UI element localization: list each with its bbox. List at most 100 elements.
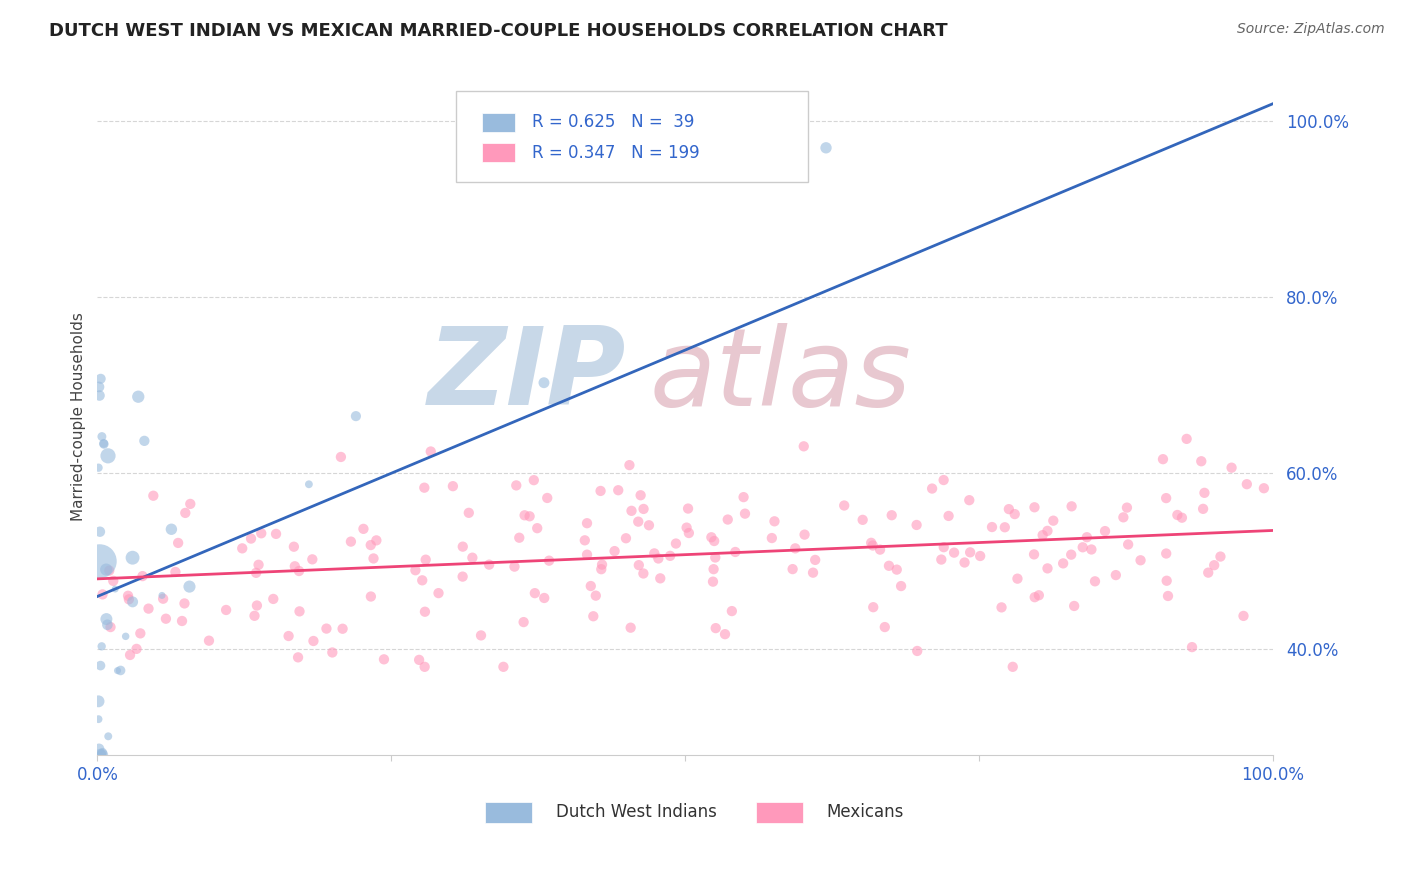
Point [298, 477, 321, 491]
Point [627, 515, 650, 529]
Point [647, 551, 669, 566]
Point [321, 645, 343, 659]
Point [90, 640, 112, 654]
Point [90, 372, 112, 386]
Point [582, 609, 605, 624]
Point [413, 660, 436, 674]
Point [704, 550, 727, 565]
Point [451, 569, 474, 583]
Point [880, 508, 903, 523]
Point [700, 530, 723, 544]
Point [1152, 452, 1174, 467]
Point [118, 648, 141, 662]
Point [761, 531, 783, 545]
Point [630, 488, 652, 502]
Point [620, 621, 643, 635]
Point [921, 482, 943, 496]
Point [457, 506, 479, 520]
Point [1036, 561, 1059, 575]
Point [1129, 553, 1152, 567]
Point [703, 562, 725, 576]
Point [704, 621, 727, 635]
Point [103, 574, 125, 588]
Point [413, 481, 436, 495]
Point [523, 473, 546, 487]
Point [1052, 557, 1074, 571]
Point [152, 591, 174, 606]
Point [165, 565, 187, 579]
Point [536, 491, 558, 505]
Point [150, 589, 173, 603]
Point [1080, 542, 1102, 557]
Point [1192, 501, 1215, 516]
Point [240, 532, 263, 546]
Point [89, 524, 111, 539]
Point [231, 541, 253, 556]
Point [89, 554, 111, 568]
Point [408, 653, 430, 667]
Point [574, 533, 596, 548]
Point [91, 747, 114, 762]
Point [513, 508, 536, 523]
Point [1209, 549, 1232, 564]
Point [932, 540, 955, 554]
Point [1024, 500, 1046, 515]
Text: Dutch West Indians: Dutch West Indians [555, 804, 717, 822]
Point [127, 390, 149, 404]
Point [763, 514, 786, 528]
Point [607, 483, 630, 498]
Point [1220, 460, 1243, 475]
Point [943, 546, 966, 560]
Point [533, 591, 555, 605]
Point [519, 509, 541, 524]
Point [589, 483, 612, 498]
Point [793, 439, 815, 453]
Point [702, 574, 724, 589]
Point [142, 489, 165, 503]
Point [638, 518, 661, 533]
Point [1197, 566, 1219, 580]
Point [373, 652, 395, 666]
Point [114, 629, 136, 643]
Point [957, 493, 980, 508]
Point [676, 501, 699, 516]
Point [118, 592, 141, 607]
Point [576, 548, 599, 562]
FancyBboxPatch shape [755, 802, 803, 822]
Point [721, 604, 744, 618]
FancyBboxPatch shape [456, 91, 808, 183]
Point [1028, 588, 1050, 602]
Point [814, 141, 837, 155]
Point [87, 380, 110, 394]
Point [98, 564, 121, 578]
Point [643, 546, 665, 560]
Point [1060, 548, 1083, 562]
Point [243, 608, 266, 623]
Point [1189, 454, 1212, 468]
Point [96, 563, 118, 577]
Point [87, 694, 110, 708]
Point [938, 508, 960, 523]
Point [734, 507, 756, 521]
Point [665, 536, 688, 550]
Point [981, 520, 1004, 534]
Point [533, 376, 555, 390]
Point [862, 539, 884, 553]
Point [703, 534, 725, 549]
Point [107, 664, 129, 678]
Point [877, 558, 900, 573]
Point [360, 538, 382, 552]
Point [804, 553, 827, 567]
FancyBboxPatch shape [482, 112, 515, 132]
Point [538, 554, 561, 568]
Point [905, 644, 928, 658]
Point [785, 541, 807, 556]
Point [134, 434, 156, 448]
Point [441, 479, 464, 493]
Point [579, 579, 602, 593]
Point [1194, 486, 1216, 500]
Point [714, 627, 737, 641]
Point [492, 660, 515, 674]
Point [87, 712, 110, 726]
Point [104, 582, 127, 596]
